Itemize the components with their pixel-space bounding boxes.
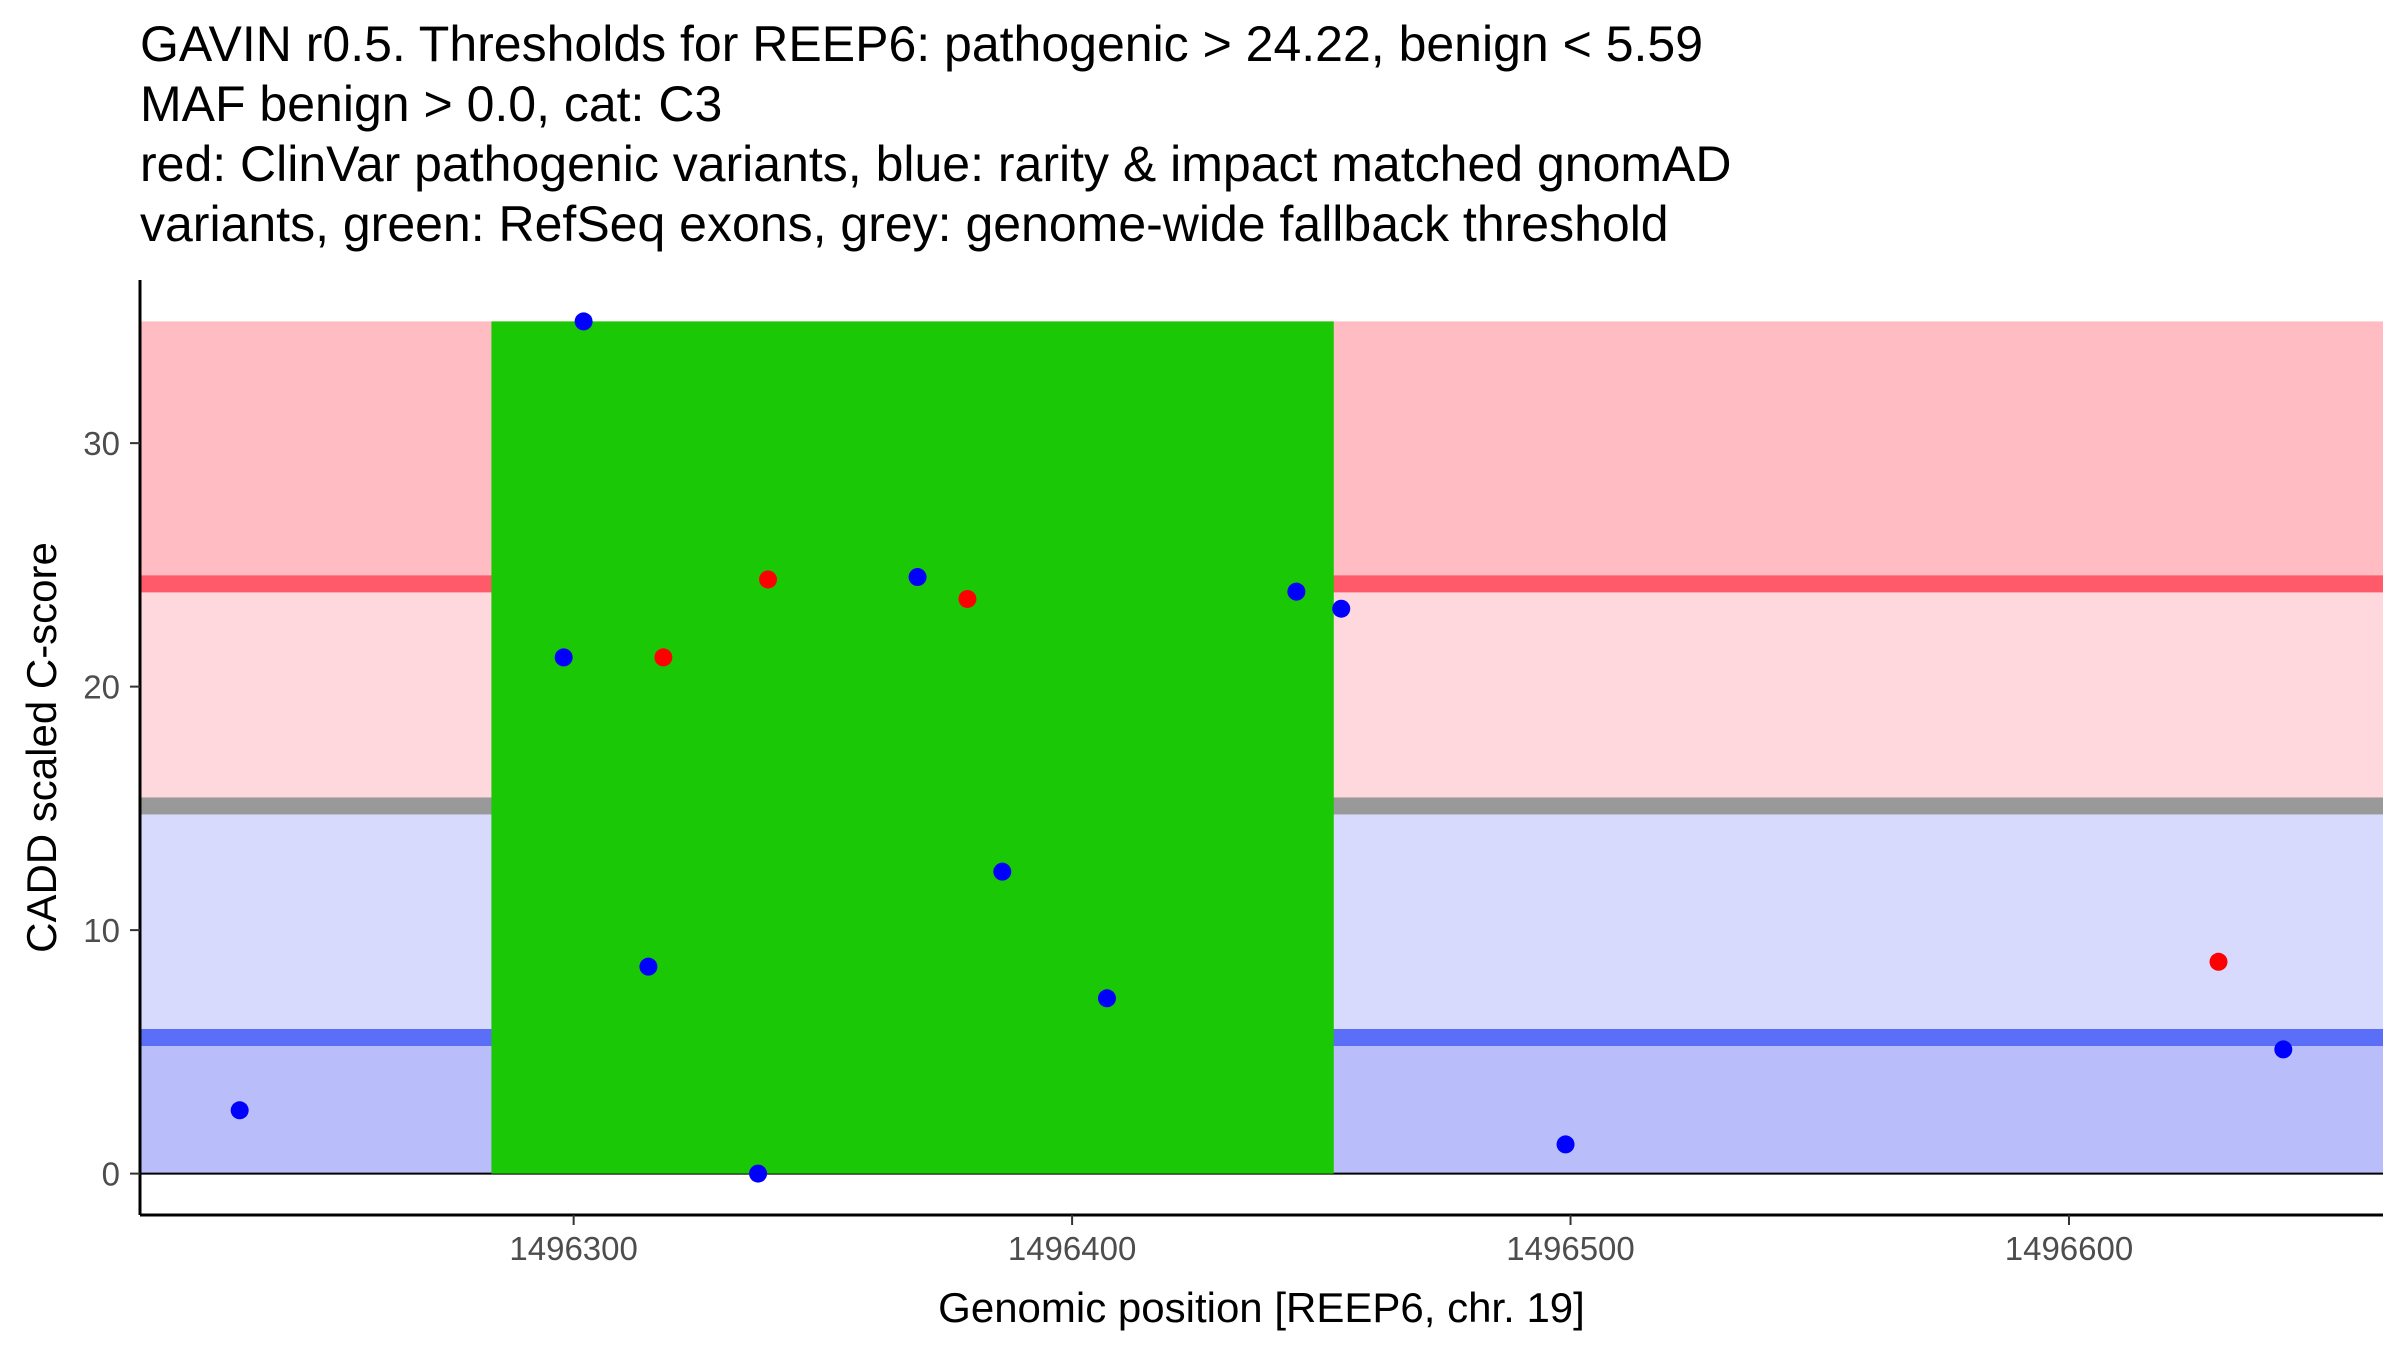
exon-regions: [491, 321, 1334, 1174]
gnomad-point: [639, 957, 658, 976]
gnomad-point: [2274, 1040, 2293, 1059]
gnomad-point: [908, 568, 927, 587]
gnomad-point: [554, 648, 573, 667]
variant-points: [230, 312, 2293, 1183]
gnomad-point: [1287, 582, 1306, 601]
gnomad-point: [1097, 989, 1116, 1008]
title-line-1: GAVIN r0.5. Thresholds for REEP6: pathog…: [140, 16, 1704, 72]
clinvar-point: [958, 589, 977, 608]
gnomad-point: [749, 1164, 768, 1183]
y-tick-label: 0: [102, 1156, 120, 1193]
y-tick-label: 30: [83, 425, 120, 462]
clinvar-point: [759, 570, 778, 589]
x-axis-title: Genomic position [REEP6, chr. 19]: [938, 1284, 1585, 1331]
x-tick-label: 1496600: [2005, 1230, 2133, 1267]
clinvar-point: [2209, 952, 2228, 971]
gnomad-point: [1332, 599, 1351, 618]
exon-region: [491, 321, 1334, 1174]
clinvar-point: [654, 648, 673, 667]
x-tick-label: 1496500: [1506, 1230, 1634, 1267]
y-tick-label: 10: [83, 912, 120, 949]
y-axis-title: CADD scaled C-score: [18, 542, 65, 953]
title-line-3: red: ClinVar pathogenic variants, blue: …: [140, 136, 1732, 192]
gnomad-point: [574, 312, 593, 331]
gnomad-point: [993, 862, 1012, 881]
title-line-4: variants, green: RefSeq exons, grey: gen…: [140, 196, 1669, 252]
gnomad-point: [1556, 1135, 1575, 1154]
gnomad-point: [230, 1101, 249, 1120]
chart-title: GAVIN r0.5. Thresholds for REEP6: pathog…: [140, 14, 2360, 254]
x-tick-label: 1496300: [509, 1230, 637, 1267]
title-line-2: MAF benign > 0.0, cat: C3: [140, 76, 723, 132]
axes: 0 10 20 30 1496300 1496400 1496500 1496600: [83, 280, 2383, 1267]
y-tick-label: 20: [83, 669, 120, 706]
x-tick-label: 1496400: [1008, 1230, 1136, 1267]
